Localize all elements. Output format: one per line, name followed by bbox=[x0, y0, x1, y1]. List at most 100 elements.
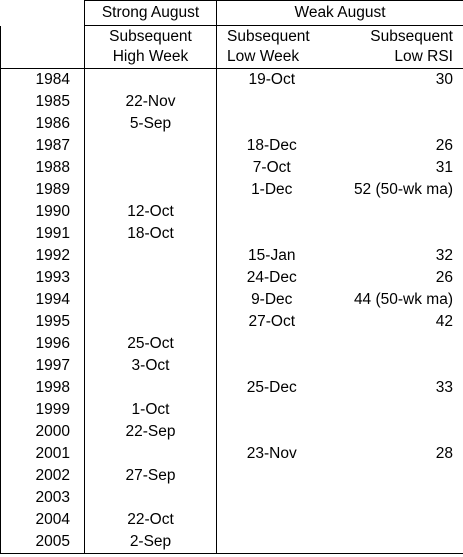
year-cell: 2004 bbox=[0, 509, 85, 531]
data-cell: 25-Oct bbox=[84, 333, 217, 355]
year-cell: 1989 bbox=[0, 179, 85, 201]
data-cell: 23-Nov bbox=[246, 445, 297, 462]
data-cell: 1-Dec bbox=[251, 181, 293, 198]
table-row: 1999 1-Oct bbox=[0, 399, 463, 421]
year-cell: 1988 bbox=[0, 157, 85, 179]
year-cell: 1999 bbox=[0, 399, 85, 421]
table-row: 1985 22-Nov bbox=[0, 91, 463, 113]
table-row: 1998 25-Dec 33 bbox=[0, 377, 463, 399]
data-cell: 22-Sep bbox=[84, 421, 217, 443]
sub-header-line: Low RSI bbox=[394, 48, 453, 65]
data-cell bbox=[217, 91, 327, 113]
year-cell: 1996 bbox=[0, 333, 85, 355]
year-cell: 1995 bbox=[0, 311, 85, 333]
year-cell: 2002 bbox=[0, 465, 85, 487]
data-cell: 22-Nov bbox=[84, 91, 217, 113]
table-row: 2000 22-Sep bbox=[0, 421, 463, 443]
year-cell: 1985 bbox=[0, 91, 85, 113]
data-cell bbox=[326, 421, 463, 443]
data-cell: 27-Oct bbox=[248, 313, 295, 330]
table-row: 2001 23-Nov 28 bbox=[0, 443, 463, 465]
data-cell: 44 (50-wk ma) bbox=[326, 289, 463, 311]
data-cell bbox=[217, 399, 327, 421]
data-cell bbox=[84, 267, 217, 289]
sub-header: Subsequent Low RSI bbox=[326, 25, 463, 69]
data-cell bbox=[84, 135, 217, 157]
year-cell: 1998 bbox=[0, 377, 85, 399]
table-row: 1993 24-Dec 26 bbox=[0, 267, 463, 289]
data-cell bbox=[84, 68, 217, 91]
data-cell: 26 bbox=[326, 135, 463, 157]
data-cell: 25-Dec bbox=[246, 379, 297, 396]
sub-header-line: Subsequent bbox=[370, 28, 453, 45]
data-cell bbox=[216, 531, 327, 554]
sub-header-line: Low Week bbox=[227, 48, 300, 65]
data-cell: 22-Oct bbox=[84, 509, 217, 531]
data-cell bbox=[84, 487, 217, 509]
data-cell: 3-Oct bbox=[84, 355, 217, 377]
data-cell: 28 bbox=[326, 443, 463, 465]
data-cell: 2-Sep bbox=[84, 531, 217, 554]
data-cell: 33 bbox=[326, 377, 463, 399]
data-cell bbox=[326, 113, 463, 135]
table-row: 1995 27-Oct 42 bbox=[0, 311, 463, 333]
data-cell: 15-Jan bbox=[248, 247, 296, 264]
data-cell bbox=[217, 421, 327, 443]
data-cell: 24-Dec bbox=[246, 269, 297, 286]
table-row: 2004 22-Oct bbox=[0, 509, 463, 531]
data-cell bbox=[84, 289, 217, 311]
sub-header: Subsequent High Week bbox=[84, 25, 217, 69]
header-cell bbox=[0, 25, 85, 69]
data-cell: 52 (50-wk ma) bbox=[326, 179, 463, 201]
data-cell bbox=[217, 113, 327, 135]
year-cell: 2005 bbox=[0, 531, 85, 554]
data-cell bbox=[217, 355, 327, 377]
data-cell: 18-Oct bbox=[84, 223, 217, 245]
data-cell bbox=[217, 333, 327, 355]
data-cell bbox=[84, 157, 217, 179]
year-cell: 1993 bbox=[0, 267, 85, 289]
table-row: 1984 19-Oct 30 bbox=[0, 68, 463, 91]
data-cell bbox=[326, 531, 463, 554]
group-header: Weak August bbox=[216, 0, 463, 26]
data-cell bbox=[326, 509, 463, 531]
data-cell bbox=[84, 245, 217, 267]
data-cell: 19-Oct bbox=[248, 71, 295, 88]
table-row: 1989 1-Dec 52 (50-wk ma) bbox=[0, 179, 463, 201]
year-cell: 1991 bbox=[0, 223, 85, 245]
table-row: 2005 2-Sep bbox=[0, 531, 463, 554]
data-cell bbox=[84, 443, 217, 465]
data-cell: 32 bbox=[326, 245, 463, 267]
data-cell: 7-Oct bbox=[252, 159, 291, 176]
data-cell bbox=[217, 465, 327, 487]
sub-header-line: Subsequent bbox=[227, 28, 310, 45]
table-row: 1992 15-Jan 32 bbox=[0, 245, 463, 267]
table-row: 1996 25-Oct bbox=[0, 333, 463, 355]
table-row: 1987 18-Dec 26 bbox=[0, 135, 463, 157]
data-cell bbox=[326, 223, 463, 245]
sub-header-line: High Week bbox=[112, 48, 189, 65]
data-cell bbox=[326, 201, 463, 223]
year-cell: 1992 bbox=[0, 245, 85, 267]
table-row: 2003 bbox=[0, 487, 463, 509]
data-cell: 18-Dec bbox=[246, 137, 297, 154]
data-cell bbox=[326, 91, 463, 113]
year-cell: 1984 bbox=[0, 68, 85, 91]
year-cell: 1997 bbox=[0, 355, 85, 377]
data-cell: 30 bbox=[326, 68, 463, 91]
data-cell: 31 bbox=[326, 157, 463, 179]
data-cell bbox=[326, 399, 463, 421]
data-cell bbox=[326, 355, 463, 377]
data-cell: 12-Oct bbox=[84, 201, 217, 223]
data-cell bbox=[326, 487, 463, 509]
table-row: 1991 18-Oct bbox=[0, 223, 463, 245]
data-cell bbox=[217, 223, 327, 245]
table-row: 1997 3-Oct bbox=[0, 355, 463, 377]
data-cell bbox=[84, 179, 217, 201]
data-cell bbox=[326, 333, 463, 355]
group-header: Strong August bbox=[84, 0, 217, 26]
year-cell: 1986 bbox=[0, 113, 85, 135]
year-cell: 2000 bbox=[0, 421, 85, 443]
sub-header-line: Subsequent bbox=[109, 28, 192, 45]
